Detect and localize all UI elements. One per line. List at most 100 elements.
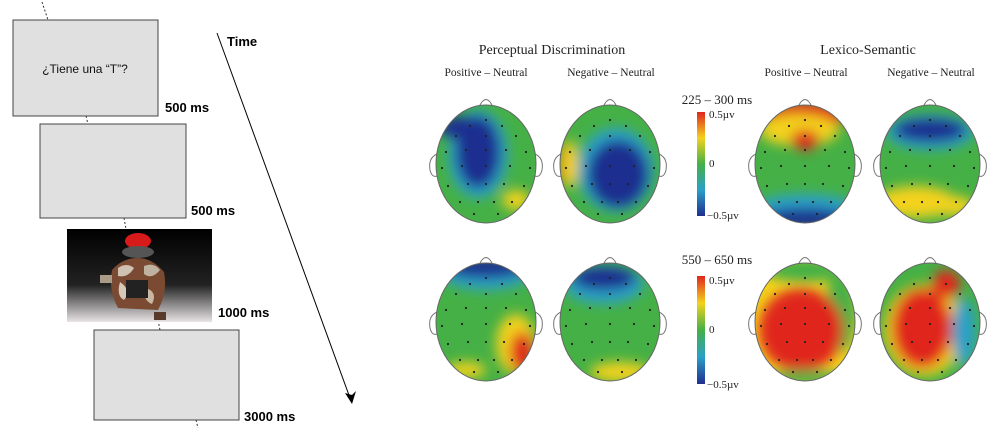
electrode-marker <box>484 340 488 344</box>
electrode-marker <box>620 212 624 216</box>
electrode-marker <box>510 200 514 204</box>
electrode-marker <box>638 292 642 296</box>
electrode-marker <box>968 308 972 312</box>
electrode-marker <box>522 184 526 188</box>
electrode-marker <box>502 182 506 186</box>
electrode-marker <box>785 182 789 186</box>
group-title-perceptual: Perceptual Discrimination <box>479 43 626 58</box>
time-window-label: 550 – 650 ms <box>682 252 752 267</box>
electrode-marker <box>890 342 894 346</box>
scale-mid: 0 <box>709 158 715 170</box>
electrode-marker <box>948 148 952 152</box>
electrode-marker <box>779 164 783 168</box>
electrode-marker <box>454 292 458 296</box>
electrode-marker <box>596 370 600 374</box>
electrode-marker <box>624 124 628 128</box>
electrode-marker <box>765 342 769 346</box>
head-map <box>748 257 862 382</box>
electrode-marker <box>811 358 815 362</box>
ear-icon <box>658 153 667 177</box>
electrode-marker <box>795 200 799 204</box>
electrode-marker <box>843 308 847 312</box>
electrode-marker <box>787 282 791 286</box>
head-map <box>429 257 543 382</box>
scale-min: −0.5µv <box>707 210 739 222</box>
electrode-marker <box>815 370 819 374</box>
electrode-marker <box>484 292 488 296</box>
electrode-marker <box>616 200 620 204</box>
electrode-marker <box>464 148 468 152</box>
electrode-marker <box>884 324 888 328</box>
electrode-marker <box>958 134 962 138</box>
electrode-marker <box>944 124 948 128</box>
ear-icon <box>853 311 862 335</box>
electrode-marker <box>468 124 472 128</box>
electrode-marker <box>624 282 628 286</box>
electrode-marker <box>620 370 624 374</box>
electrode-marker <box>472 212 476 216</box>
electrode-marker <box>759 324 763 328</box>
connector <box>123 217 127 230</box>
electrode-marker <box>928 276 932 280</box>
time-label: Time <box>227 34 257 49</box>
electrode-marker <box>783 148 787 152</box>
electrode-marker <box>514 134 518 138</box>
electrode-marker <box>908 148 912 152</box>
electrode-marker <box>504 306 508 310</box>
electrode-marker <box>466 340 470 344</box>
stimulus-frame-2 <box>39 123 187 219</box>
electrode-marker <box>590 182 594 186</box>
electrode-marker <box>484 134 488 138</box>
electrode-marker <box>908 306 912 310</box>
electrode-marker <box>912 124 916 128</box>
electrode-marker <box>484 322 488 326</box>
electrode-marker <box>912 282 916 286</box>
electrode-marker <box>608 164 612 168</box>
ear-icon <box>978 311 987 335</box>
electrode-marker <box>829 358 833 362</box>
electrode-marker <box>841 342 845 346</box>
electrode-marker <box>608 182 612 186</box>
ear-icon <box>429 311 438 335</box>
electrode-marker <box>928 322 932 326</box>
electrode-marker <box>484 118 488 122</box>
electrode-marker <box>888 150 892 154</box>
electrode-marker <box>528 324 532 328</box>
electrode-marker <box>524 308 528 312</box>
electrode-marker <box>884 166 888 170</box>
electrode-marker <box>466 182 470 186</box>
electrode-marker <box>504 148 508 152</box>
electrode-marker <box>910 182 914 186</box>
electrode-marker <box>590 340 594 344</box>
electrode-marker <box>966 342 970 346</box>
ear-icon <box>429 153 438 177</box>
electrode-marker <box>952 164 956 168</box>
ear-icon <box>658 311 667 335</box>
scale-max: 0.5µv <box>709 275 735 287</box>
electrode-marker <box>484 182 488 186</box>
electrode-marker <box>968 150 972 154</box>
electrode-marker <box>958 292 962 296</box>
electrode-marker <box>608 292 612 296</box>
electrode-marker <box>940 370 944 374</box>
head-map <box>429 99 543 224</box>
electrode-marker <box>936 358 940 362</box>
electrode-marker <box>759 166 763 170</box>
electrode-marker <box>779 322 783 326</box>
electrode-marker <box>608 340 612 344</box>
electrode-marker <box>773 292 777 296</box>
electrode-marker <box>843 150 847 154</box>
electrode-marker <box>928 134 932 138</box>
electrode-marker <box>902 200 906 204</box>
electrode-marker <box>847 166 851 170</box>
color-scale-bar <box>697 112 705 216</box>
electrode-marker <box>568 150 572 154</box>
electrode-marker <box>524 150 528 154</box>
electrode-marker <box>888 308 892 312</box>
electrode-marker <box>833 292 837 296</box>
electrode-marker <box>570 184 574 188</box>
head-map <box>553 257 667 382</box>
electrode-marker <box>500 124 504 128</box>
electrode-marker <box>646 342 650 346</box>
electrode-marker <box>972 324 976 328</box>
